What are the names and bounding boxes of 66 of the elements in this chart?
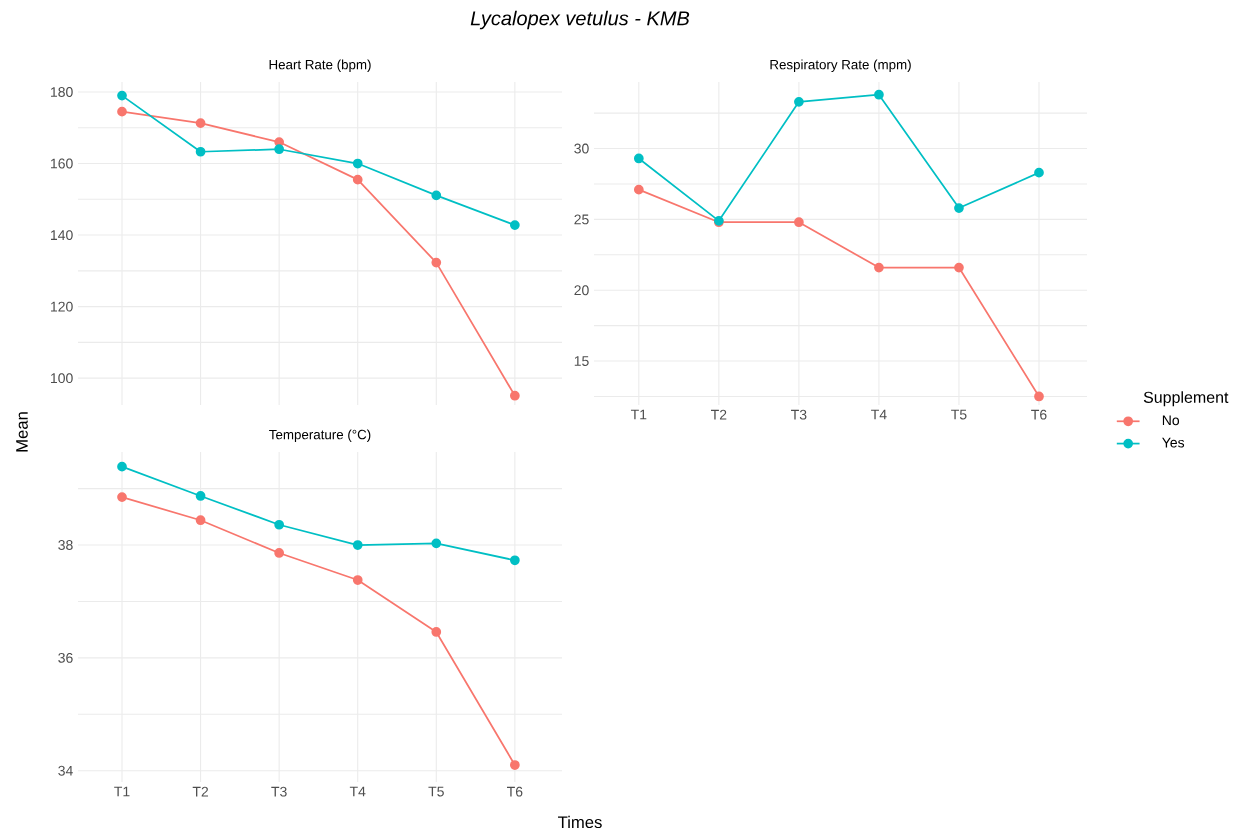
point: [195, 515, 206, 526]
x-tick-label: T4: [349, 786, 366, 797]
point: [633, 184, 644, 195]
point: [352, 540, 363, 550]
y-tick-label: 34: [58, 765, 73, 776]
point: [633, 153, 644, 164]
point: [195, 146, 206, 157]
legend-title: Supplement: [1143, 391, 1229, 407]
chart-title: Respiratory Rate (mpm): [770, 59, 911, 72]
point: [274, 144, 285, 155]
y-tick-label: 30: [574, 143, 589, 154]
chart-title: Heart Rate (bpm): [269, 59, 371, 72]
point: [1034, 391, 1044, 402]
point: [954, 203, 964, 213]
x-tick-label: T1: [114, 786, 130, 797]
point: [117, 461, 127, 472]
point: [954, 262, 964, 273]
y-tick-label: 25: [574, 214, 589, 225]
chart-title: Temperature (°C): [269, 429, 371, 442]
point: [431, 627, 442, 637]
y-tick-label: 38: [58, 540, 73, 551]
point: [117, 492, 127, 502]
point: [195, 118, 206, 128]
x-tick-label: T3: [791, 409, 807, 420]
y-tick-label: 160: [51, 158, 73, 169]
x-tick-label: T6: [1031, 409, 1047, 420]
x-tick-label: T5: [951, 409, 967, 420]
text: Lycalopex vetulus - KMB: [470, 10, 690, 30]
point: [274, 519, 285, 530]
x-tick-label: T5: [428, 786, 444, 797]
x-tick-label: T3: [271, 786, 287, 797]
x-tick-label: T2: [711, 409, 727, 420]
y-tick-label: 120: [51, 301, 73, 312]
point: [195, 491, 206, 501]
point: [117, 90, 127, 101]
point: [509, 555, 520, 566]
point: [274, 548, 285, 558]
point: [509, 760, 520, 770]
point: [431, 257, 442, 268]
point: [352, 575, 363, 585]
point: [874, 89, 884, 100]
y-tick-label: 180: [51, 87, 73, 97]
y-tick-label: 36: [58, 652, 73, 663]
y-tick-label: 20: [574, 285, 589, 296]
x-tick-label: T6: [507, 786, 523, 797]
point: [352, 174, 363, 185]
y-tick-label: 15: [574, 356, 589, 366]
point: [1034, 167, 1044, 178]
point: [431, 190, 442, 201]
x-axis-title: Times: [558, 815, 602, 829]
point: [509, 390, 520, 401]
x-tick-label: T1: [630, 409, 647, 420]
point: [874, 262, 884, 273]
point: [352, 158, 363, 169]
point: [509, 220, 520, 230]
point: [117, 106, 127, 117]
point: [431, 538, 442, 549]
point: [794, 217, 804, 228]
point: [794, 96, 804, 107]
y-tick-label: 140: [51, 230, 73, 241]
y-tick-label: 100: [51, 373, 73, 384]
x-tick-label: T2: [192, 786, 209, 797]
legend-label: Yes: [1162, 437, 1185, 448]
y-axis-title: Mean: [16, 412, 28, 452]
legend-label: No: [1162, 415, 1180, 426]
x-tick-label: T4: [871, 409, 887, 420]
